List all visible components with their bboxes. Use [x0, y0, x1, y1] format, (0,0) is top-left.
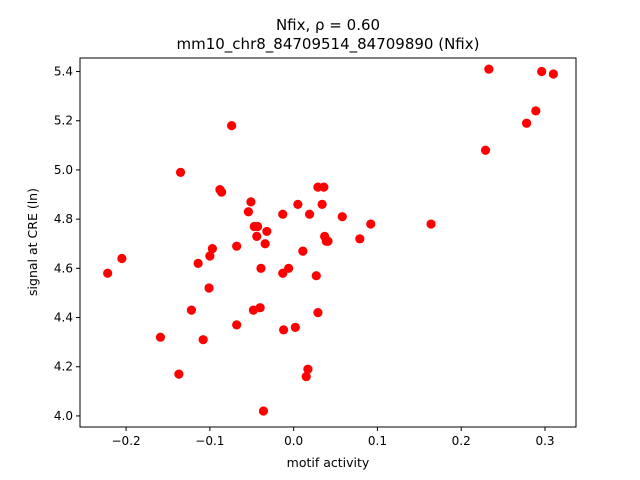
data-point-51	[521, 118, 532, 128]
data-point-15	[232, 320, 242, 330]
x-tick-label: −0.1	[195, 434, 224, 448]
data-point-26	[262, 226, 272, 237]
x-tick-label: 0.1	[368, 434, 387, 448]
data-point-1	[117, 253, 127, 264]
data-point-36	[304, 209, 315, 219]
y-axis-label: signal at CRE (ln)	[25, 188, 40, 296]
data-point-27	[278, 209, 288, 219]
data-point-50	[484, 64, 494, 74]
x-tick-label: 0.3	[535, 434, 554, 448]
data-point-23	[256, 263, 266, 273]
data-point-10	[207, 244, 217, 254]
data-point-7	[198, 335, 208, 345]
data-point-0	[103, 268, 113, 278]
data-point-38	[313, 308, 323, 318]
data-point-29	[278, 325, 289, 335]
data-point-24	[258, 406, 269, 416]
chart-title-line2: mm10_chr8_84709514_84709890 (Nfix)	[177, 35, 480, 54]
data-point-44	[323, 236, 333, 246]
data-point-20	[252, 231, 262, 241]
y-tick-label: 5.4	[54, 65, 73, 79]
y-tick-label: 4.2	[54, 360, 73, 374]
data-point-6	[193, 258, 203, 269]
data-point-47	[366, 219, 376, 229]
data-point-2	[155, 332, 166, 342]
data-point-46	[355, 234, 365, 244]
x-tick-label: −0.2	[112, 434, 141, 448]
data-point-30	[284, 263, 294, 273]
data-point-49	[480, 145, 491, 155]
data-point-25	[260, 239, 270, 249]
data-point-45	[337, 212, 347, 222]
data-point-52	[531, 106, 541, 116]
data-point-32	[293, 199, 303, 209]
y-tick-label: 5.2	[54, 114, 73, 128]
data-point-22	[255, 303, 265, 313]
data-point-41	[319, 182, 329, 192]
x-tick-label: 0.2	[452, 434, 471, 448]
y-tick-label: 5.0	[54, 163, 73, 177]
data-points	[103, 64, 558, 416]
x-axis-ticks: −0.2 −0.1 0.0 0.1 0.2 0.3	[112, 427, 555, 448]
data-point-35	[303, 364, 313, 374]
chart-title-line1: Nfix, ρ = 0.60	[276, 16, 380, 34]
data-point-8	[204, 283, 214, 293]
x-tick-label: 0.0	[284, 434, 303, 448]
data-point-16	[243, 207, 254, 217]
data-point-31	[290, 322, 300, 332]
data-point-40	[317, 199, 327, 209]
y-axis-ticks: 4.0 4.2 4.4 4.6 4.8 5.0 5.2 5.4	[54, 65, 80, 423]
data-point-33	[298, 246, 308, 256]
y-tick-label: 4.8	[54, 212, 73, 226]
data-point-17	[246, 197, 256, 207]
data-point-5	[186, 305, 197, 315]
data-point-54	[548, 69, 558, 79]
data-point-9	[205, 251, 215, 261]
data-point-48	[426, 219, 436, 229]
data-point-34	[301, 371, 311, 382]
data-point-4	[175, 167, 186, 177]
plot-area-frame	[79, 57, 577, 428]
y-tick-label: 4.6	[54, 261, 73, 275]
data-point-53	[537, 66, 547, 77]
data-point-12	[216, 187, 227, 197]
x-axis-label: motif activity	[287, 455, 370, 470]
data-point-13	[227, 121, 237, 131]
data-point-14	[232, 241, 242, 251]
y-tick-label: 4.4	[54, 311, 73, 325]
data-point-21	[253, 221, 263, 232]
y-tick-label: 4.0	[54, 409, 73, 423]
data-point-37	[311, 271, 321, 281]
data-point-3	[174, 369, 184, 379]
